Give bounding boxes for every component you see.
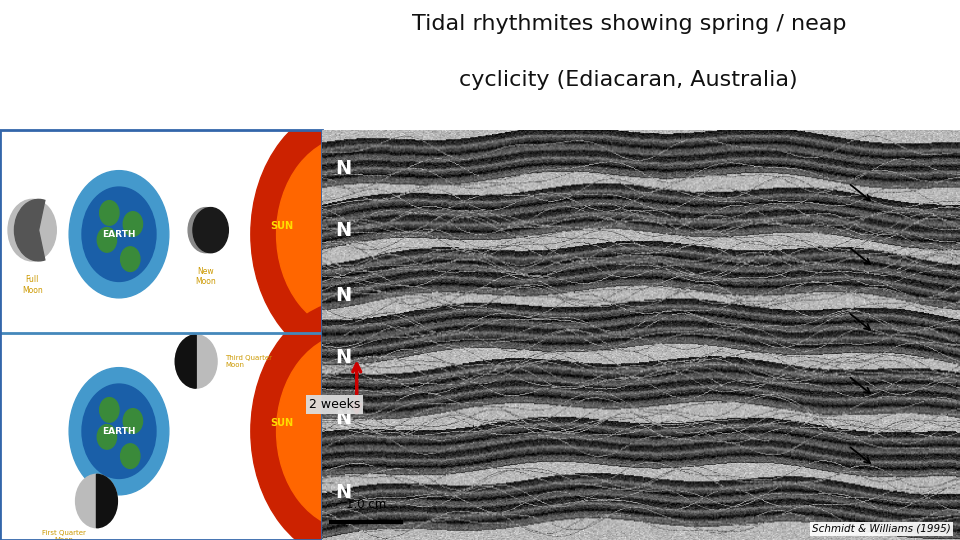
Circle shape: [188, 207, 224, 253]
Text: New
Moon: New Moon: [196, 267, 216, 287]
Text: N: N: [336, 159, 352, 178]
Circle shape: [69, 171, 169, 298]
Circle shape: [251, 103, 457, 366]
Wedge shape: [176, 335, 196, 388]
Text: Schmidt & Williams (1995): Schmidt & Williams (1995): [811, 524, 950, 534]
Circle shape: [69, 368, 169, 495]
Circle shape: [100, 201, 119, 225]
Text: First Quarter
Moon: First Quarter Moon: [42, 530, 86, 540]
Circle shape: [100, 397, 119, 422]
Text: N: N: [336, 348, 352, 367]
Circle shape: [82, 384, 156, 478]
Text: Third Quarter
Moon: Third Quarter Moon: [225, 355, 272, 368]
Text: 1.0 cm: 1.0 cm: [347, 498, 387, 511]
Text: N: N: [336, 286, 352, 305]
Circle shape: [97, 227, 116, 252]
Text: SPRING TIDE: SPRING TIDE: [12, 142, 92, 152]
Circle shape: [76, 474, 117, 528]
Text: N: N: [336, 221, 352, 240]
Text: EARTH: EARTH: [103, 230, 135, 239]
Text: 2 weeks: 2 weeks: [309, 398, 360, 411]
Circle shape: [123, 212, 143, 237]
Circle shape: [276, 136, 431, 333]
Circle shape: [176, 335, 217, 388]
Circle shape: [97, 424, 116, 449]
Text: Full
Moon: Full Moon: [22, 275, 42, 295]
Text: EARTH: EARTH: [103, 427, 135, 436]
Text: SUN: SUN: [270, 418, 293, 428]
Circle shape: [121, 247, 140, 272]
Circle shape: [123, 409, 143, 433]
Circle shape: [121, 444, 140, 468]
Text: SUN: SUN: [270, 221, 293, 231]
Text: NEAP TIDE: NEAP TIDE: [12, 337, 79, 347]
Circle shape: [82, 187, 156, 281]
Circle shape: [276, 333, 431, 530]
Circle shape: [193, 207, 228, 253]
Wedge shape: [96, 474, 117, 528]
Text: cyclicity (Ediacaran, Australia): cyclicity (Ediacaran, Australia): [460, 70, 798, 90]
Circle shape: [251, 300, 457, 540]
Text: N: N: [336, 409, 352, 428]
Text: N: N: [336, 483, 352, 502]
Circle shape: [8, 199, 57, 261]
Text: Tidal rhythmites showing spring / neap: Tidal rhythmites showing spring / neap: [412, 14, 846, 33]
Wedge shape: [14, 199, 45, 261]
